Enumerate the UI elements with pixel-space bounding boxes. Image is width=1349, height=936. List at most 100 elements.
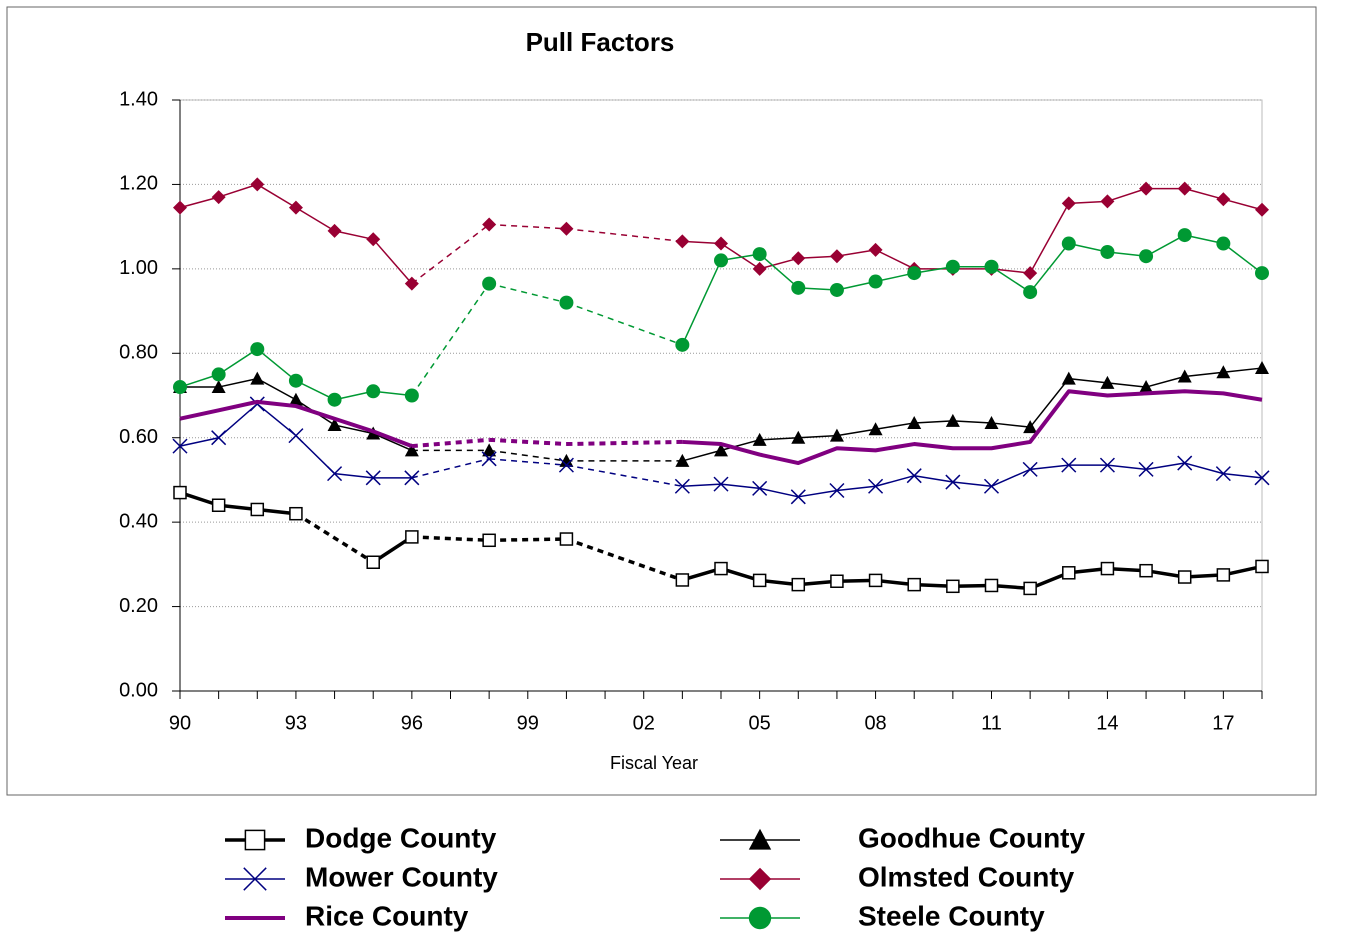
marker bbox=[250, 177, 265, 192]
marker bbox=[327, 466, 343, 482]
marker bbox=[791, 251, 806, 266]
marker bbox=[482, 217, 497, 232]
marker bbox=[243, 867, 267, 891]
marker bbox=[211, 367, 226, 382]
marker bbox=[1139, 249, 1154, 264]
marker bbox=[365, 470, 381, 486]
marker bbox=[327, 392, 342, 407]
marker bbox=[1061, 371, 1076, 385]
marker bbox=[907, 266, 922, 281]
gap-bridge bbox=[411, 437, 490, 449]
marker bbox=[713, 476, 729, 492]
legend-label: Steele County bbox=[858, 900, 1045, 931]
marker bbox=[404, 388, 419, 403]
marker bbox=[1023, 420, 1038, 434]
x-tick-label: 17 bbox=[1212, 712, 1234, 734]
gap-bridge bbox=[294, 512, 375, 564]
marker bbox=[244, 829, 266, 851]
marker bbox=[404, 470, 420, 486]
marker bbox=[366, 232, 381, 247]
marker bbox=[249, 396, 265, 412]
marker bbox=[868, 478, 884, 494]
gap-bridge bbox=[411, 458, 490, 479]
marker bbox=[748, 906, 772, 930]
x-tick-label: 08 bbox=[864, 712, 886, 734]
marker bbox=[559, 532, 574, 546]
marker bbox=[1061, 236, 1076, 251]
marker bbox=[366, 384, 381, 399]
marker bbox=[250, 342, 265, 357]
marker bbox=[791, 430, 806, 444]
x-tick-label: 05 bbox=[749, 712, 771, 734]
marker bbox=[748, 828, 772, 850]
marker bbox=[250, 371, 265, 385]
marker bbox=[714, 443, 728, 457]
x-tick-label: 14 bbox=[1096, 712, 1118, 734]
marker bbox=[172, 438, 188, 454]
gap-bridge bbox=[566, 439, 683, 447]
marker bbox=[1216, 192, 1231, 207]
marker bbox=[1061, 457, 1077, 473]
marker bbox=[1100, 244, 1115, 259]
marker bbox=[1255, 361, 1269, 375]
gap-bridge bbox=[489, 537, 567, 543]
marker bbox=[211, 380, 226, 394]
marker bbox=[748, 867, 772, 891]
x-tick-label: 11 bbox=[981, 712, 1002, 734]
gap-bridge bbox=[488, 282, 567, 304]
line bbox=[682, 462, 1263, 498]
y-tick-label: 1.20 bbox=[119, 173, 158, 195]
marker bbox=[752, 432, 767, 446]
marker bbox=[366, 555, 380, 569]
marker bbox=[288, 428, 304, 444]
marker bbox=[559, 453, 574, 467]
marker bbox=[675, 234, 690, 249]
series bbox=[179, 389, 1263, 466]
line bbox=[179, 490, 297, 516]
line bbox=[681, 564, 1263, 591]
marker bbox=[829, 282, 844, 297]
marker bbox=[327, 223, 342, 238]
gap-bridge bbox=[489, 449, 567, 462]
x-tick-label: 93 bbox=[285, 712, 307, 734]
gap-bridge bbox=[489, 437, 567, 447]
marker bbox=[559, 295, 574, 310]
marker bbox=[907, 415, 922, 429]
marker bbox=[1139, 380, 1154, 394]
marker bbox=[1099, 457, 1115, 473]
marker bbox=[945, 413, 960, 427]
marker bbox=[1023, 285, 1038, 300]
legend-label: Goodhue County bbox=[858, 822, 1086, 853]
marker bbox=[752, 261, 767, 276]
marker bbox=[558, 457, 574, 473]
line bbox=[682, 187, 1263, 274]
marker bbox=[1215, 466, 1231, 482]
marker bbox=[404, 443, 419, 457]
marker bbox=[327, 418, 342, 432]
marker bbox=[675, 573, 690, 587]
line bbox=[682, 389, 1263, 466]
marker bbox=[1177, 570, 1192, 584]
marker bbox=[404, 276, 419, 291]
marker bbox=[288, 373, 303, 388]
marker bbox=[1177, 455, 1193, 471]
x-tick-label: 96 bbox=[401, 712, 423, 734]
marker bbox=[1062, 566, 1076, 580]
marker bbox=[868, 573, 883, 588]
marker bbox=[1139, 181, 1154, 196]
marker bbox=[1177, 369, 1192, 383]
marker bbox=[1254, 470, 1270, 486]
line bbox=[179, 399, 413, 449]
marker bbox=[289, 506, 303, 521]
marker bbox=[288, 392, 303, 406]
marker bbox=[984, 578, 999, 593]
marker bbox=[1177, 228, 1192, 243]
marker bbox=[1100, 375, 1115, 389]
marker bbox=[868, 242, 883, 257]
gap-bridge bbox=[566, 301, 683, 346]
marker bbox=[1023, 581, 1037, 596]
marker bbox=[211, 498, 226, 513]
marker bbox=[830, 574, 844, 588]
marker bbox=[945, 259, 960, 274]
